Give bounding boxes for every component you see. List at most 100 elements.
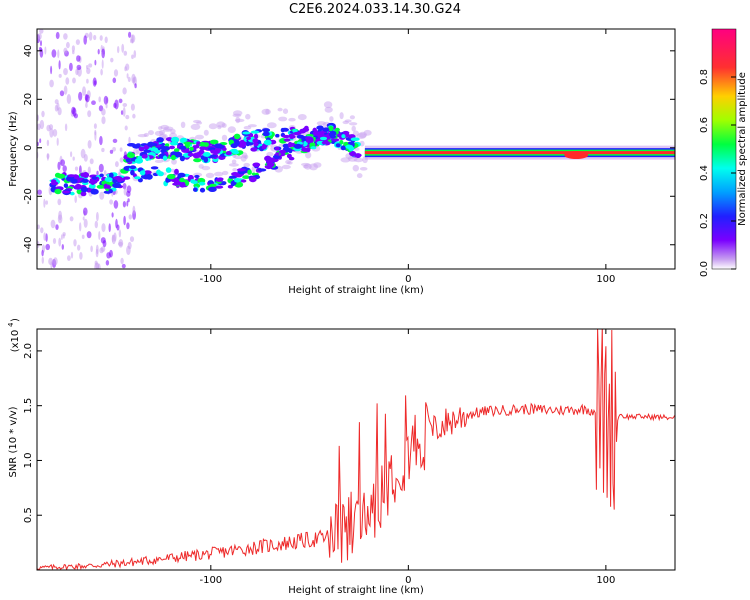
noise-blob xyxy=(48,257,53,265)
halo-blob xyxy=(214,171,224,177)
snr-axes: -100 0 100 0.5 1.0 1.5 2.0 xyxy=(23,329,675,586)
spectrogram-marks xyxy=(37,29,675,269)
noise-blob xyxy=(62,232,66,237)
band-blob xyxy=(63,183,69,189)
band-blob xyxy=(202,152,211,157)
spectrogram-frame xyxy=(36,28,676,270)
noise-blob xyxy=(64,123,68,132)
band-blob xyxy=(250,147,258,152)
halo-blob xyxy=(351,125,356,132)
noise-blob xyxy=(122,106,126,117)
band-blob xyxy=(310,146,317,150)
noise-blob xyxy=(54,104,59,112)
band-blob xyxy=(81,178,89,183)
noise-blob xyxy=(82,216,85,221)
snr-panel: -100 0 100 0.5 1.0 1.5 2.0 Height of straight … xyxy=(7,318,676,596)
noise-blob xyxy=(119,157,124,163)
band-blob xyxy=(262,131,270,137)
band-blob xyxy=(242,131,251,135)
noise-blob xyxy=(73,239,77,247)
colorbar: 0.0 0.2 0.4 0.6 0.8 Normalized spectral ampl… xyxy=(699,28,748,277)
band-blob xyxy=(328,125,334,132)
band-blob xyxy=(257,168,267,172)
noise-blob xyxy=(97,48,100,55)
noise-blob xyxy=(48,124,54,130)
noise-blob xyxy=(126,222,130,230)
noise-blob xyxy=(122,201,126,208)
band-blob xyxy=(191,180,198,185)
halo-blob xyxy=(282,108,289,114)
band-blob xyxy=(193,187,198,192)
colorbar-tick-label: 0.6 xyxy=(699,117,710,133)
noise-blob xyxy=(100,68,103,76)
band-blob xyxy=(250,130,260,134)
noise-blob xyxy=(66,41,70,49)
band-blob xyxy=(350,137,360,141)
band-blob xyxy=(236,168,246,172)
halo-blob xyxy=(288,117,296,122)
band-blob xyxy=(80,191,87,197)
noise-blob xyxy=(93,80,97,85)
noise-blob xyxy=(41,256,44,264)
noise-blob xyxy=(115,161,119,168)
noise-blob xyxy=(130,103,135,111)
colorbar-label: Normalized spectral amplitude xyxy=(737,72,748,226)
band-blob xyxy=(355,153,361,159)
noise-blob xyxy=(63,47,68,54)
band-blob xyxy=(199,187,206,193)
noise-blob xyxy=(43,198,46,208)
noise-blob xyxy=(55,31,60,40)
colorbar-tick-label: 0.0 xyxy=(699,261,710,277)
halo-blob xyxy=(245,113,251,120)
band-blob xyxy=(123,176,131,180)
noise-blob xyxy=(109,149,114,154)
halo-blob xyxy=(287,161,293,165)
band-blob xyxy=(235,174,243,178)
noise-blob xyxy=(101,223,106,233)
band-blob xyxy=(199,146,207,151)
x-tick-label: 100 xyxy=(596,274,615,285)
halo-blob xyxy=(339,112,344,120)
band-blob xyxy=(134,157,144,164)
noise-blob xyxy=(63,33,68,40)
noise-blob xyxy=(41,249,44,257)
y-tick-label: 1.0 xyxy=(23,453,34,469)
noise-blob xyxy=(58,60,61,70)
halo-blob xyxy=(266,122,277,129)
band-blob xyxy=(339,140,344,145)
noise-blob xyxy=(98,96,101,103)
band-blob xyxy=(290,134,296,139)
band-blob xyxy=(183,141,192,145)
noise-blob xyxy=(57,107,62,116)
band-blob xyxy=(66,176,73,182)
band-blob xyxy=(145,173,153,180)
band-blob xyxy=(193,158,202,163)
noise-blob xyxy=(57,49,60,59)
band-blob xyxy=(90,179,96,185)
noise-blob xyxy=(69,62,73,72)
halo-blob xyxy=(358,131,368,138)
band-blob xyxy=(252,138,259,143)
band-blob xyxy=(252,162,261,168)
band-blob xyxy=(336,133,342,137)
noise-blob xyxy=(102,240,107,248)
noise-blob xyxy=(112,77,117,84)
noise-blob xyxy=(79,252,83,260)
band-blob xyxy=(134,176,141,180)
noise-blob xyxy=(58,237,62,247)
band-blob xyxy=(253,133,259,140)
band-blob xyxy=(246,136,252,140)
band-blob xyxy=(283,138,291,142)
noise-blob xyxy=(41,110,45,118)
noise-blob xyxy=(99,191,105,200)
noise-blob xyxy=(123,187,127,196)
band-blob xyxy=(67,174,76,178)
band-blob xyxy=(154,149,161,154)
noise-blob xyxy=(55,224,59,231)
noise-blob xyxy=(39,119,45,130)
band-blob xyxy=(125,158,131,163)
halo-blob xyxy=(221,134,228,141)
noise-blob xyxy=(91,100,96,105)
noise-blob xyxy=(104,36,108,44)
